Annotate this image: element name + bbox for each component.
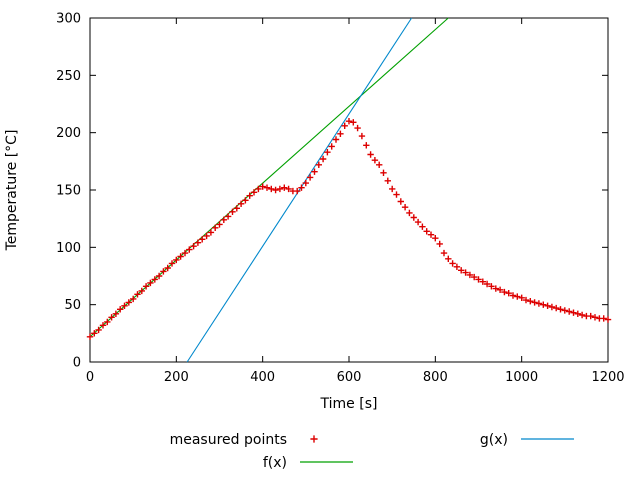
x-tick-label: 1000 — [505, 370, 538, 385]
y-axis-label: Temperature [°C] — [4, 130, 20, 252]
axis-ticks: 0 200 400 600 800 1000 1200 0 50 100 150 200 250 300 — [56, 12, 624, 386]
y-tick-label: 0 — [73, 356, 81, 371]
plot-border — [89, 17, 609, 363]
x-axis-label: Time [s] — [320, 396, 378, 412]
legend-sample-plus — [310, 435, 318, 443]
gx-line — [186, 17, 413, 363]
x-tick-label: 0 — [86, 370, 94, 385]
legend: measured points f(x) g(x) — [170, 432, 574, 471]
fx-line — [89, 17, 449, 338]
legend-label-fx: f(x) — [263, 455, 287, 471]
x-tick-label: 600 — [337, 370, 362, 385]
y-tick-label: 100 — [56, 241, 81, 256]
x-tick-label: 400 — [250, 370, 275, 385]
x-tick-label: 800 — [423, 370, 448, 385]
y-tick-label: 150 — [56, 184, 81, 199]
measured-points-series — [86, 118, 612, 340]
x-tick-label: 200 — [164, 370, 189, 385]
legend-label-gx: g(x) — [480, 432, 508, 448]
y-tick-label: 250 — [56, 69, 81, 84]
y-tick-label: 50 — [64, 298, 81, 313]
y-tick-label: 200 — [56, 126, 81, 141]
legend-label-measuredpoints: measured points — [170, 432, 287, 448]
x-tick-label: 1200 — [591, 370, 624, 385]
y-tick-label: 300 — [56, 12, 81, 27]
